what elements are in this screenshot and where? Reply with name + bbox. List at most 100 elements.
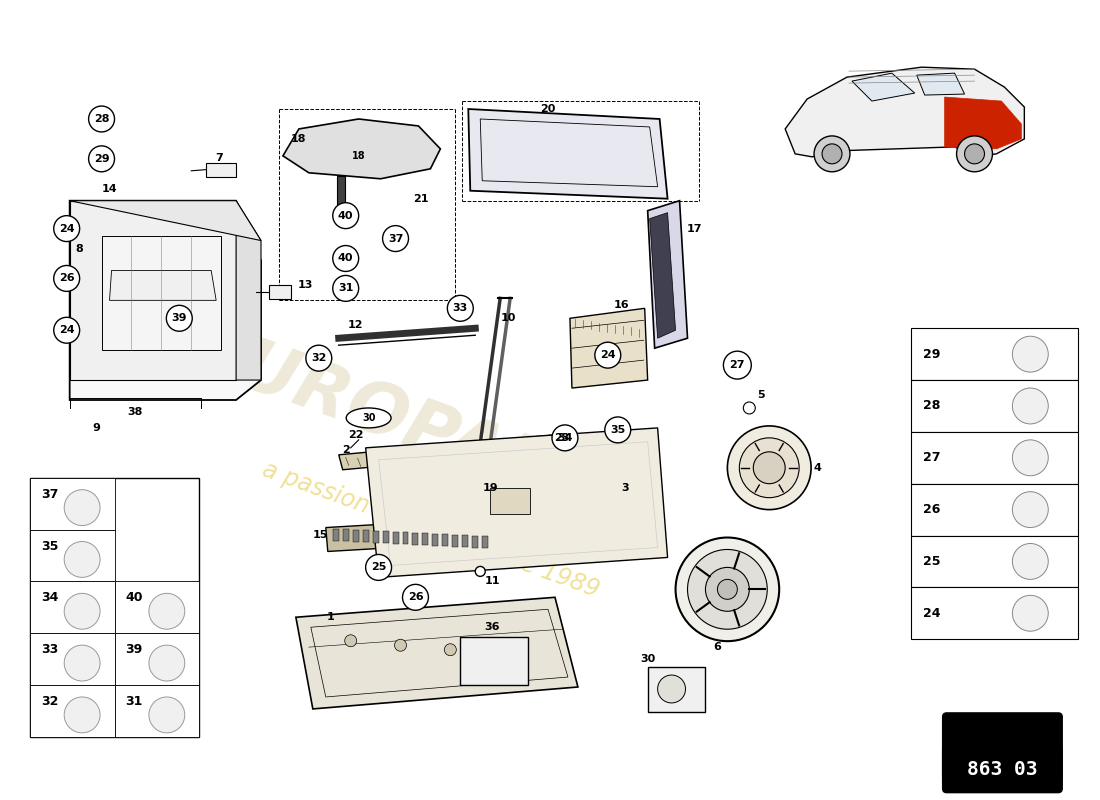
Text: 23: 23: [554, 433, 570, 443]
Bar: [206, 163, 236, 177]
Circle shape: [675, 538, 779, 641]
Circle shape: [148, 645, 185, 681]
Bar: [30, 582, 114, 633]
Bar: [30, 685, 114, 737]
Text: 40: 40: [338, 254, 353, 263]
Polygon shape: [916, 73, 965, 95]
Text: 30: 30: [362, 413, 375, 423]
Circle shape: [54, 318, 79, 343]
Text: 9: 9: [92, 423, 100, 433]
Text: 24: 24: [923, 606, 940, 620]
Circle shape: [1012, 595, 1048, 631]
Circle shape: [64, 490, 100, 526]
Bar: [114, 685, 199, 737]
Bar: [491, 488, 530, 514]
Circle shape: [89, 146, 114, 172]
Circle shape: [64, 542, 100, 578]
Polygon shape: [296, 598, 578, 709]
Polygon shape: [236, 201, 261, 380]
Polygon shape: [110, 270, 217, 300]
Bar: [911, 380, 1078, 432]
Bar: [363, 530, 368, 542]
Circle shape: [1012, 440, 1048, 476]
Text: 38: 38: [128, 407, 143, 417]
Circle shape: [1012, 388, 1048, 424]
Circle shape: [552, 425, 578, 451]
Text: 8: 8: [76, 243, 84, 254]
Circle shape: [383, 226, 408, 251]
Text: 2: 2: [342, 445, 350, 455]
Text: 863 03: 863 03: [967, 760, 1037, 779]
Text: 30: 30: [640, 654, 656, 664]
Text: 37: 37: [388, 234, 404, 243]
Text: 31: 31: [125, 695, 143, 708]
Text: 24: 24: [59, 326, 75, 335]
Text: 32: 32: [41, 695, 58, 708]
Circle shape: [494, 648, 506, 660]
Bar: [422, 534, 428, 546]
Text: 40: 40: [125, 591, 143, 604]
Text: 39: 39: [125, 643, 143, 656]
Bar: [911, 535, 1078, 587]
Circle shape: [1012, 336, 1048, 372]
Circle shape: [444, 644, 456, 656]
Text: 35: 35: [41, 539, 58, 553]
Text: 34: 34: [41, 591, 58, 604]
Text: 22: 22: [348, 430, 363, 440]
Circle shape: [717, 579, 737, 599]
Circle shape: [688, 550, 767, 630]
Text: 13: 13: [298, 280, 314, 290]
Polygon shape: [339, 435, 560, 470]
Circle shape: [403, 584, 428, 610]
Polygon shape: [326, 518, 498, 551]
Circle shape: [148, 697, 185, 733]
Circle shape: [724, 351, 751, 379]
Text: 40: 40: [338, 210, 353, 221]
Polygon shape: [283, 119, 440, 178]
Text: 1: 1: [327, 612, 334, 622]
Text: 21: 21: [412, 194, 428, 204]
Circle shape: [605, 417, 630, 443]
Polygon shape: [785, 67, 1024, 157]
Text: 26: 26: [59, 274, 75, 283]
Text: 24: 24: [600, 350, 616, 360]
Polygon shape: [945, 97, 1022, 149]
Text: 26: 26: [408, 592, 424, 602]
Circle shape: [448, 295, 473, 322]
Circle shape: [54, 216, 79, 242]
Bar: [452, 535, 459, 547]
Text: 29: 29: [923, 348, 940, 361]
Text: 12: 12: [348, 320, 363, 330]
Bar: [373, 531, 378, 543]
Bar: [911, 484, 1078, 535]
Bar: [648, 667, 705, 712]
Text: 27: 27: [923, 451, 940, 464]
Circle shape: [64, 645, 100, 681]
Text: 15: 15: [314, 530, 329, 539]
Ellipse shape: [346, 408, 392, 428]
Text: 26: 26: [923, 503, 940, 516]
Bar: [462, 535, 469, 547]
Circle shape: [306, 345, 332, 371]
Bar: [911, 432, 1078, 484]
Bar: [30, 530, 114, 582]
FancyBboxPatch shape: [943, 713, 1063, 781]
Bar: [30, 478, 114, 530]
Bar: [460, 637, 528, 685]
Bar: [114, 582, 199, 633]
Bar: [412, 533, 418, 545]
Text: 25: 25: [371, 562, 386, 573]
Circle shape: [727, 426, 811, 510]
Circle shape: [64, 697, 100, 733]
Polygon shape: [69, 201, 261, 400]
Circle shape: [1012, 543, 1048, 579]
Bar: [911, 587, 1078, 639]
Text: 17: 17: [686, 223, 702, 234]
Circle shape: [739, 438, 799, 498]
Circle shape: [89, 106, 114, 132]
Circle shape: [475, 566, 485, 576]
Bar: [472, 536, 478, 548]
Text: 25: 25: [923, 555, 940, 568]
Bar: [270, 286, 290, 299]
Text: 39: 39: [172, 314, 187, 323]
